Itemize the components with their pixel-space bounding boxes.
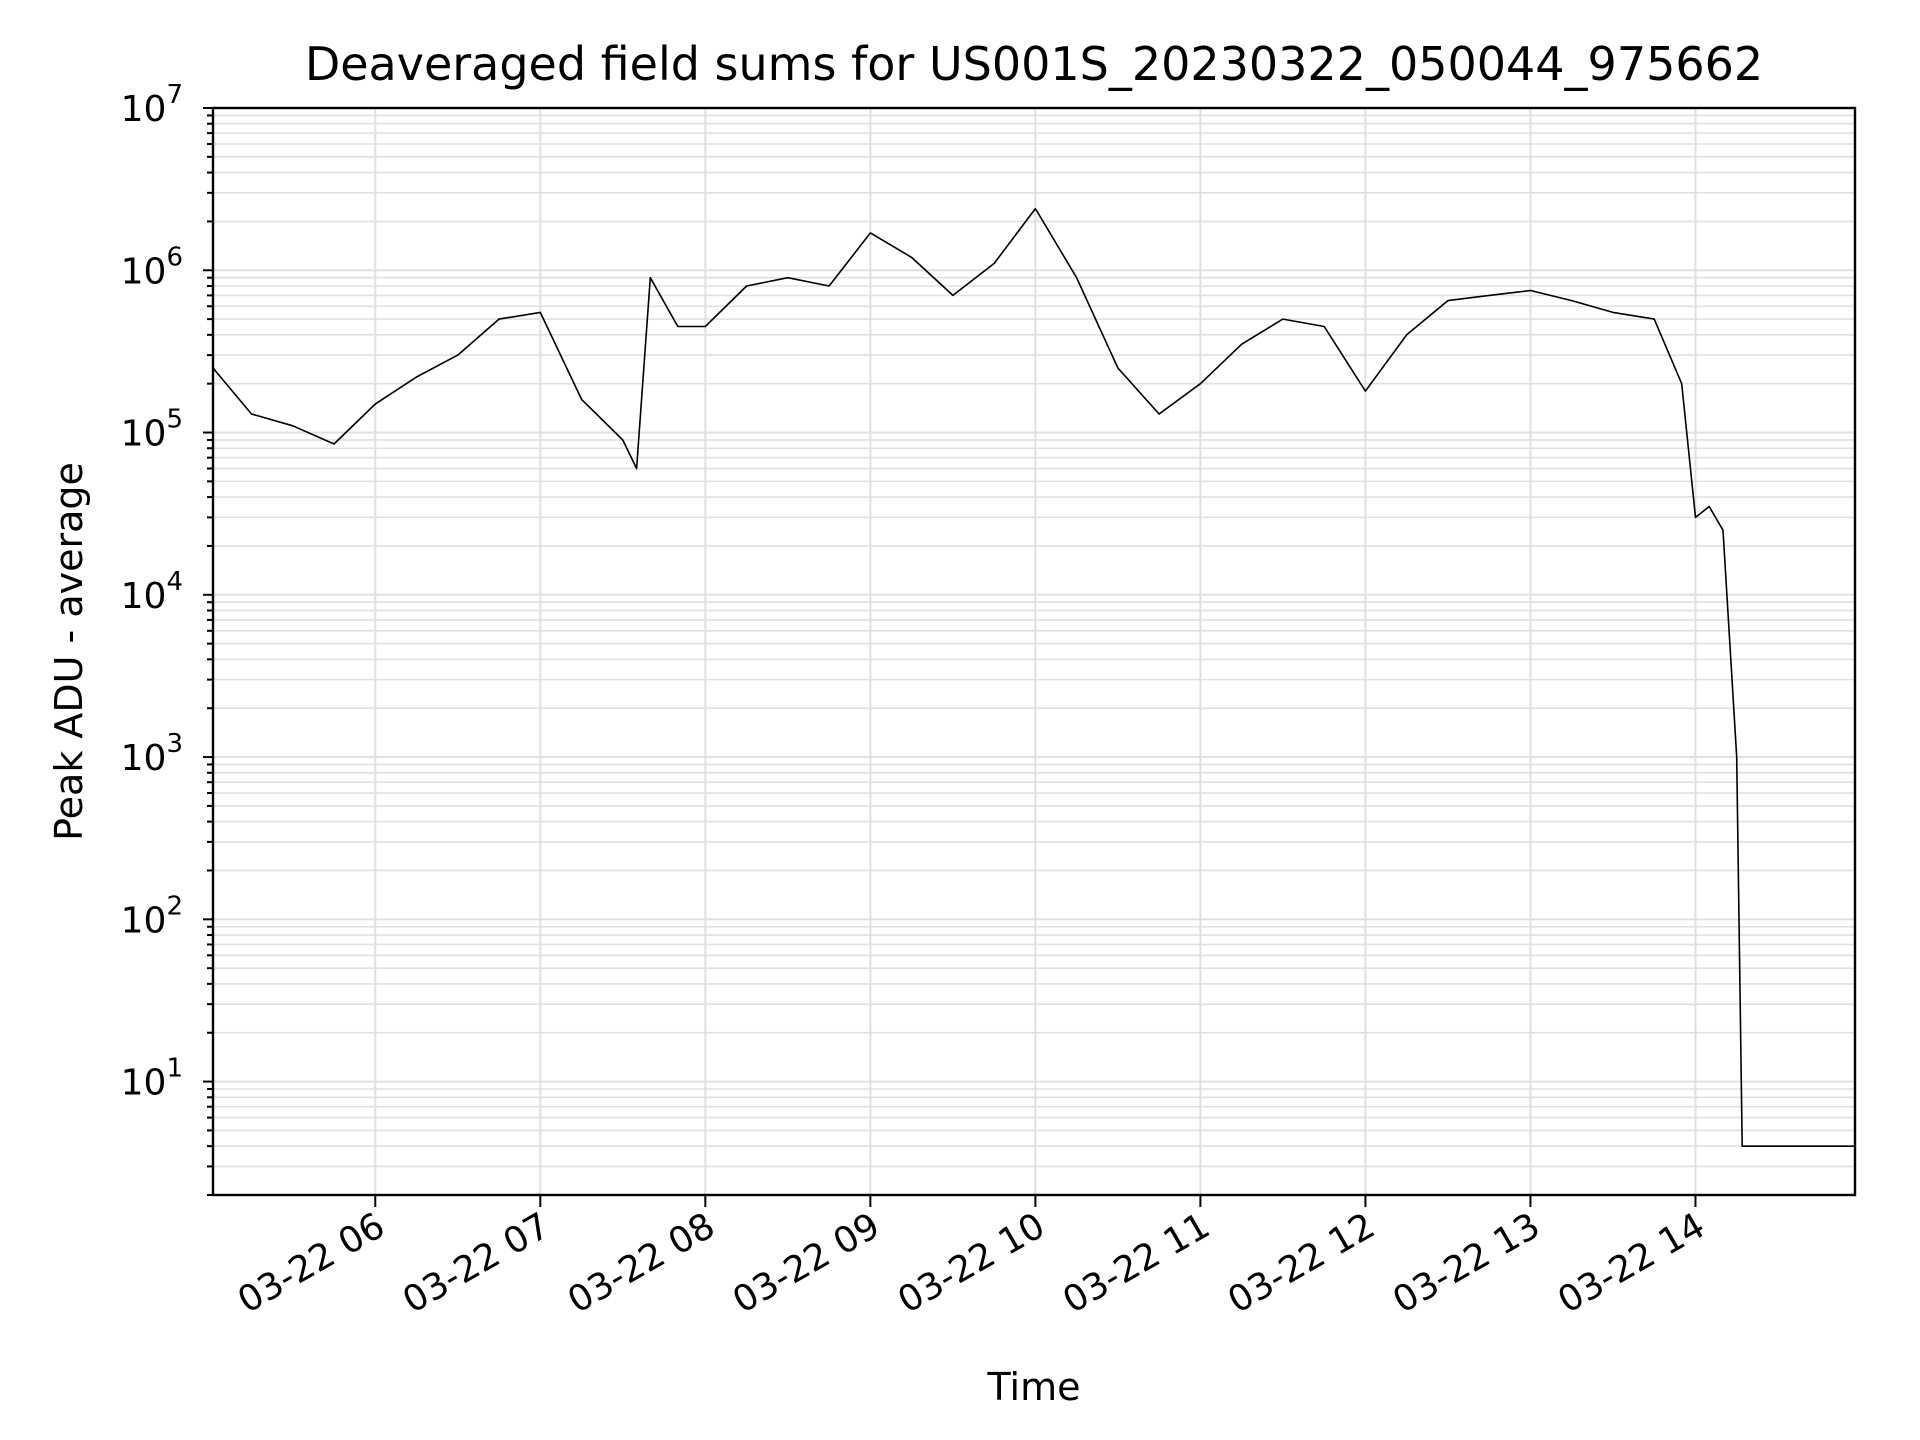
x-axis-label: Time: [987, 1365, 1081, 1409]
y-tick-exponent: 6: [166, 242, 183, 272]
grid: [213, 107, 1855, 1196]
y-tick-base: 10: [121, 738, 167, 779]
y-tick-exponent: 1: [166, 1054, 183, 1084]
y-tick-label: 103: [121, 729, 183, 779]
y-tick-base: 10: [121, 251, 167, 292]
y-axis-label: Peak ADU - average: [47, 462, 91, 841]
y-tick-base: 10: [121, 89, 167, 130]
y-tick-label: 104: [121, 567, 183, 617]
data-series: [212, 207, 1855, 1147]
y-tick-exponent: 5: [166, 405, 183, 435]
y-tick-label: 106: [121, 242, 183, 292]
y-tick-exponent: 2: [166, 891, 183, 921]
series-line: [212, 207, 1855, 1147]
y-tick-base: 10: [121, 900, 167, 941]
y-tick-label: 105: [121, 405, 183, 455]
y-tick-label: 101: [121, 1054, 183, 1104]
y-tick-exponent: 7: [166, 80, 183, 110]
y-tick-label: 102: [121, 891, 183, 941]
y-tick-base: 10: [121, 1063, 167, 1104]
y-tick-base: 10: [121, 576, 167, 617]
chart-title: Deaveraged field sums for US001S_2023032…: [305, 37, 1763, 91]
y-tick-label: 107: [121, 80, 183, 130]
plot-frame: [211, 106, 1857, 1197]
y-tick-exponent: 4: [166, 567, 183, 597]
y-tick-exponent: 3: [166, 729, 183, 759]
y-tick-base: 10: [121, 414, 167, 455]
